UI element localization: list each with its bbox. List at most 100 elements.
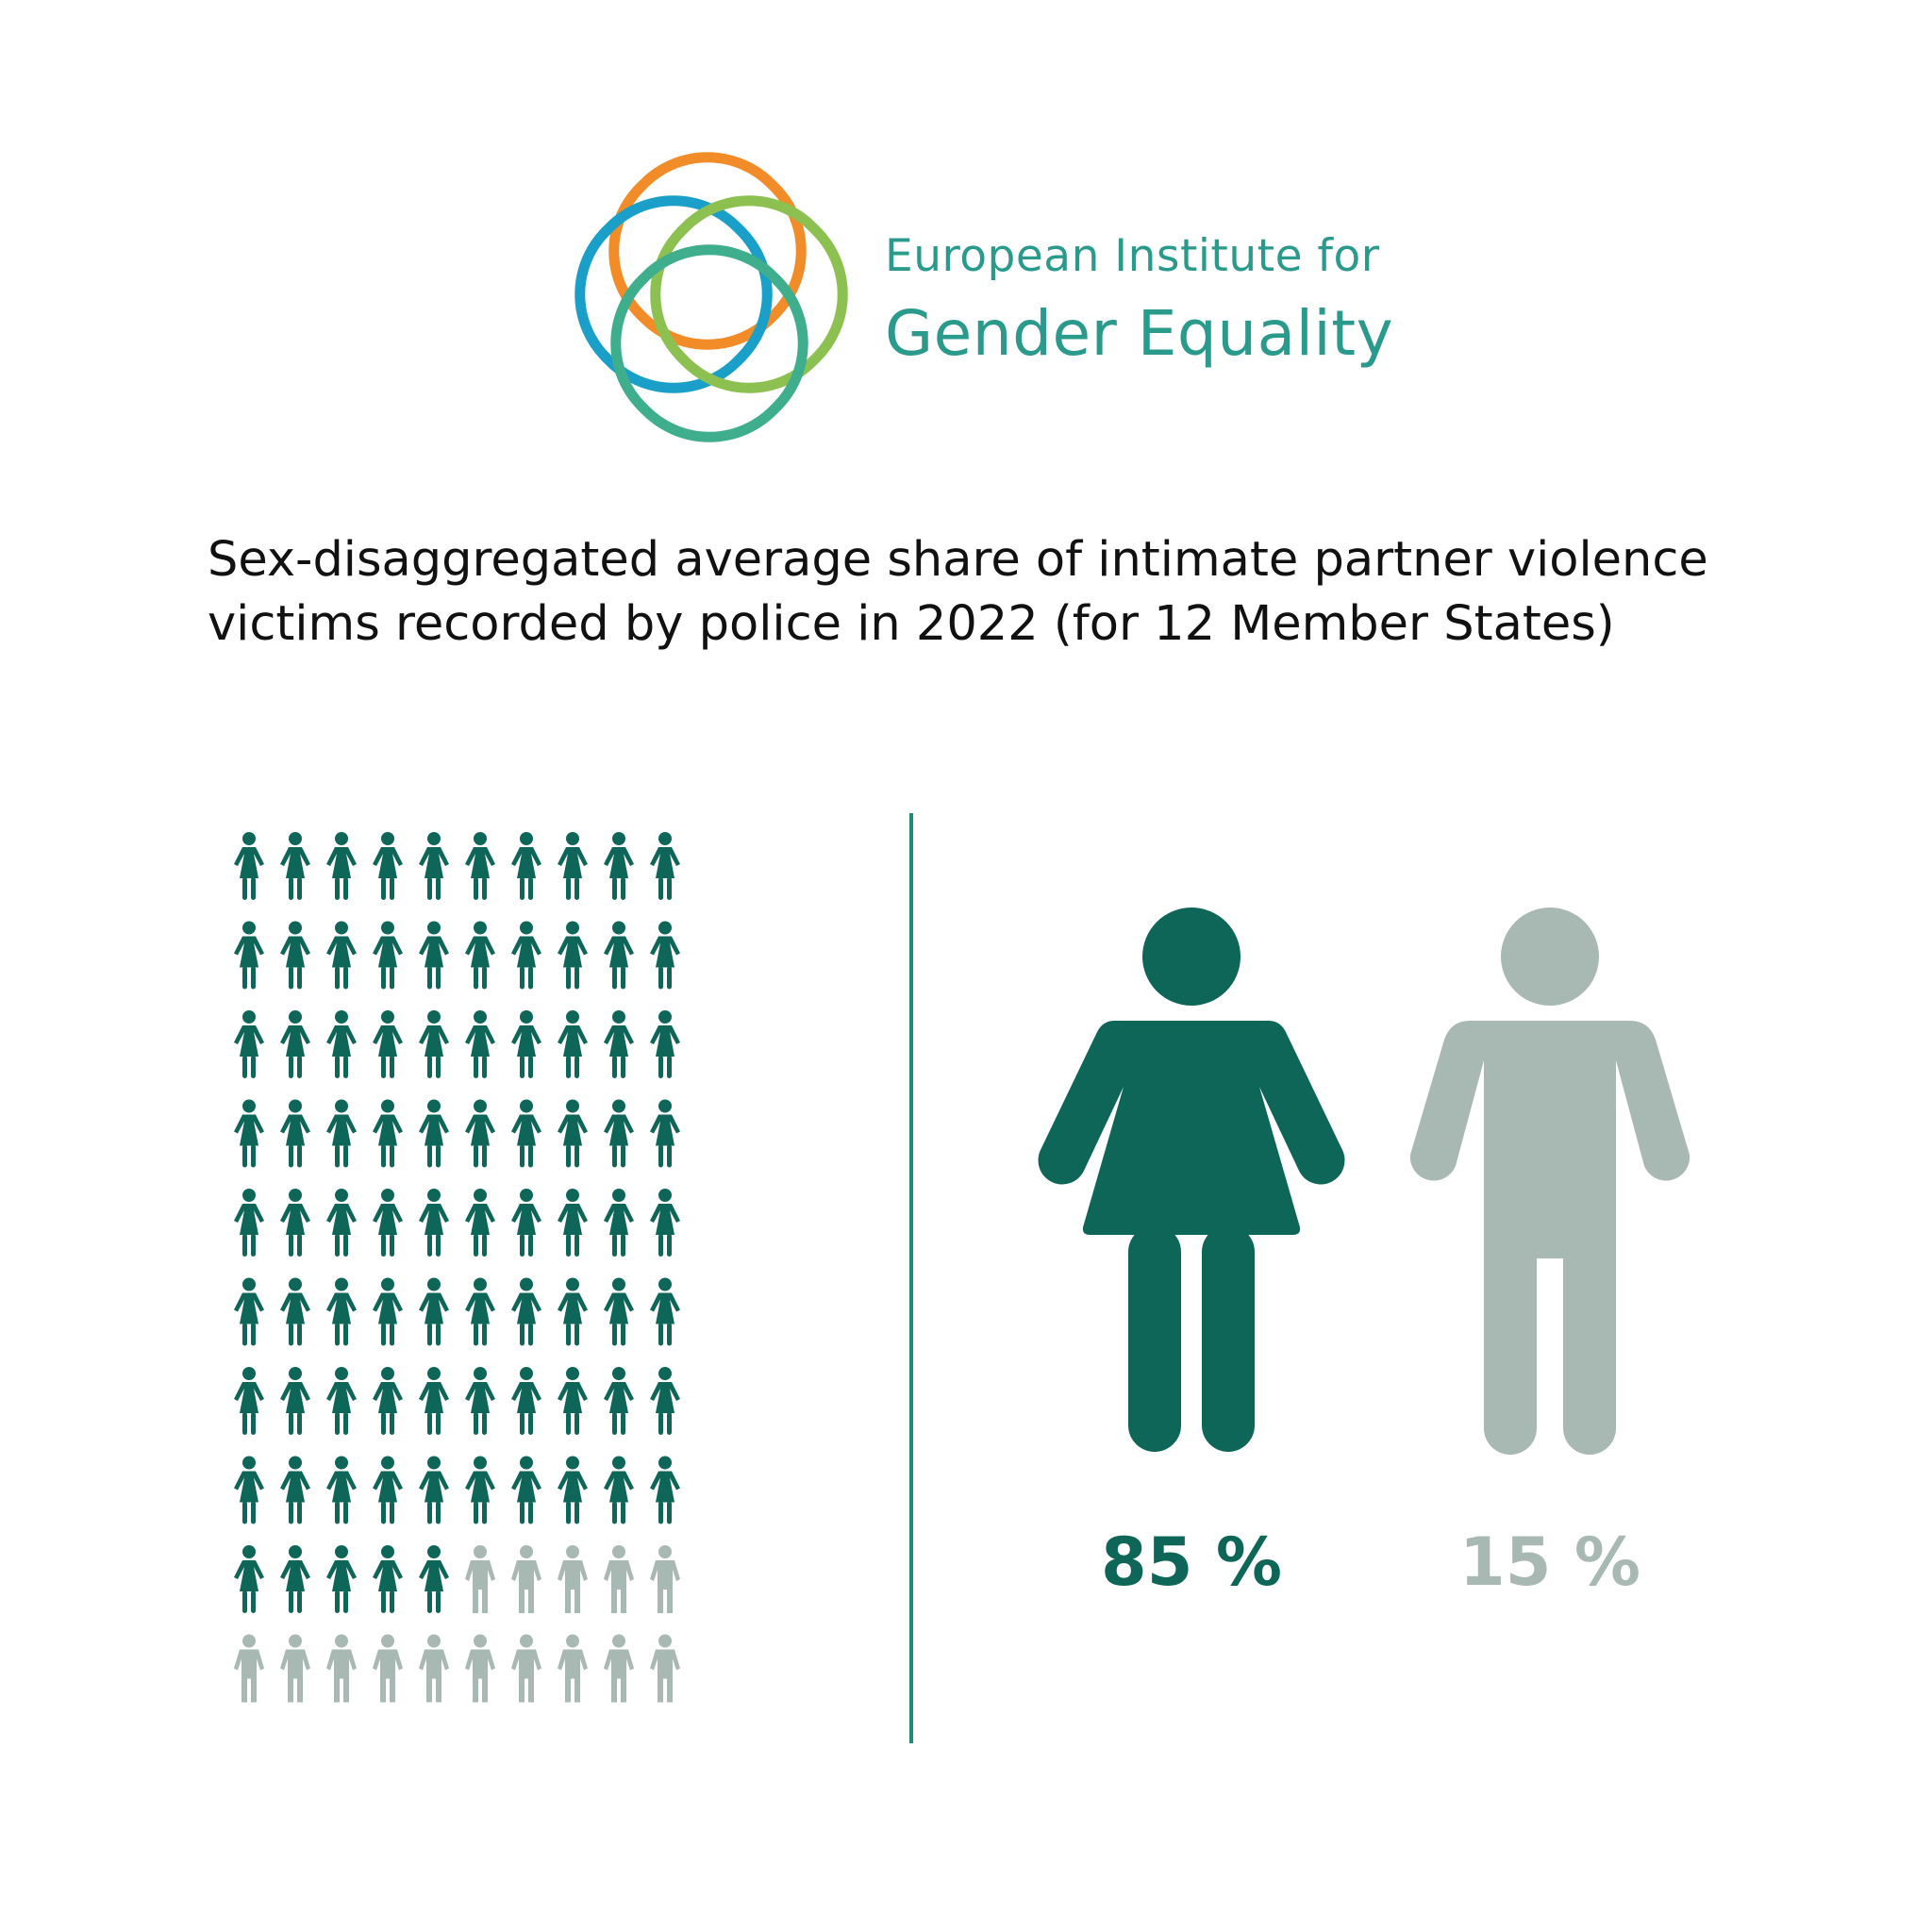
chart-title: Sex-disaggregated average share of intim…: [208, 528, 1755, 657]
female-person-icon: [234, 1456, 264, 1524]
male-person-icon: [419, 1634, 449, 1703]
logo-ring-blue: [574, 195, 773, 393]
female-person-icon: [373, 1456, 403, 1524]
female-person-icon: [419, 921, 449, 990]
female-person-icon: [558, 1010, 588, 1078]
female-person-icon: [419, 832, 449, 900]
male-person-icon: [326, 1634, 357, 1703]
male-person-icon: [558, 1634, 588, 1703]
female-person-icon: [650, 1010, 680, 1078]
female-person-icon: [511, 921, 541, 990]
female-person-icon: [326, 1010, 357, 1078]
female-person-icon: [326, 1099, 357, 1168]
female-person-icon: [419, 1277, 449, 1346]
female-person-icon: [280, 1099, 310, 1168]
male-person-icon: [558, 1545, 588, 1613]
female-person-icon: [280, 1367, 310, 1435]
female-person-icon: [465, 1099, 495, 1168]
female-person-icon: [558, 1456, 588, 1524]
female-person-icon: [234, 832, 264, 900]
female-person-icon: [511, 1010, 541, 1078]
logo-ring-teal: [610, 244, 808, 442]
female-person-icon: [373, 1367, 403, 1435]
female-person-icon: [326, 921, 357, 990]
female-person-icon: [326, 1277, 357, 1346]
male-person-icon: [465, 1545, 495, 1613]
female-person-icon: [280, 1456, 310, 1524]
female-person-icon: [465, 1189, 495, 1257]
female-person-icon: [465, 921, 495, 990]
female-person-icon: [465, 1367, 495, 1435]
female-person-icon: [419, 1189, 449, 1257]
female-person-icon: [234, 1367, 264, 1435]
large-female-person-icon: [1038, 908, 1345, 1452]
female-person-icon: [280, 1277, 310, 1346]
female-person-icon: [234, 921, 264, 990]
female-person-icon: [650, 1277, 680, 1346]
male-person-icon: [604, 1634, 634, 1703]
female-person-icon: [326, 1189, 357, 1257]
female-person-icon: [326, 1456, 357, 1524]
female-person-icon: [234, 1010, 264, 1078]
female-person-icon: [558, 1189, 588, 1257]
male-percentage-label: 15 %: [1459, 1524, 1640, 1601]
female-person-icon: [511, 1367, 541, 1435]
female-person-icon: [465, 832, 495, 900]
female-person-icon: [280, 1189, 310, 1257]
female-person-icon: [326, 1367, 357, 1435]
female-person-icon: [373, 921, 403, 990]
female-person-icon: [373, 1189, 403, 1257]
female-person-icon: [558, 1099, 588, 1168]
female-person-icon: [604, 1189, 634, 1257]
female-person-icon: [419, 1545, 449, 1613]
big-icons: [1038, 908, 1690, 1455]
female-person-icon: [650, 921, 680, 990]
female-person-icon: [373, 1099, 403, 1168]
female-person-icon: [511, 1277, 541, 1346]
female-person-icon: [326, 832, 357, 900]
male-person-icon: [373, 1634, 403, 1703]
logo-ring-green: [650, 195, 848, 393]
female-person-icon: [558, 1277, 588, 1346]
female-person-icon: [650, 1456, 680, 1524]
female-person-icon: [465, 1010, 495, 1078]
female-person-icon: [234, 1277, 264, 1346]
male-person-icon: [234, 1634, 264, 1703]
female-person-icon: [419, 1010, 449, 1078]
large-male-person-icon: [1409, 908, 1690, 1455]
female-person-icon: [604, 1099, 634, 1168]
female-person-icon: [465, 1277, 495, 1346]
female-percentage-label: 85 %: [1101, 1524, 1282, 1601]
female-person-icon: [280, 1545, 310, 1613]
chart-title-line2: victims recorded by police in 2022 (for …: [208, 596, 1615, 652]
female-person-icon: [373, 1277, 403, 1346]
eige-logo-icon: [574, 152, 848, 442]
logo-text-line2: Gender Equality: [885, 297, 1394, 370]
female-person-icon: [604, 1010, 634, 1078]
pictogram-grid: [234, 832, 680, 1703]
female-person-icon: [604, 921, 634, 990]
female-person-icon: [234, 1545, 264, 1613]
female-person-icon: [604, 1367, 634, 1435]
female-person-icon: [280, 832, 310, 900]
female-person-icon: [558, 1367, 588, 1435]
female-person-icon: [511, 1189, 541, 1257]
female-person-icon: [373, 1545, 403, 1613]
male-person-icon: [511, 1634, 541, 1703]
female-person-icon: [419, 1099, 449, 1168]
female-person-icon: [511, 1099, 541, 1168]
female-person-icon: [419, 1367, 449, 1435]
female-person-icon: [373, 1010, 403, 1078]
female-person-icon: [326, 1545, 357, 1613]
female-person-icon: [465, 1456, 495, 1524]
male-person-icon: [650, 1634, 680, 1703]
female-person-icon: [604, 1277, 634, 1346]
logo-ring-orange: [608, 152, 807, 350]
female-person-icon: [604, 832, 634, 900]
female-person-icon: [650, 832, 680, 900]
male-person-icon: [650, 1545, 680, 1613]
female-person-icon: [604, 1456, 634, 1524]
female-person-icon: [373, 832, 403, 900]
